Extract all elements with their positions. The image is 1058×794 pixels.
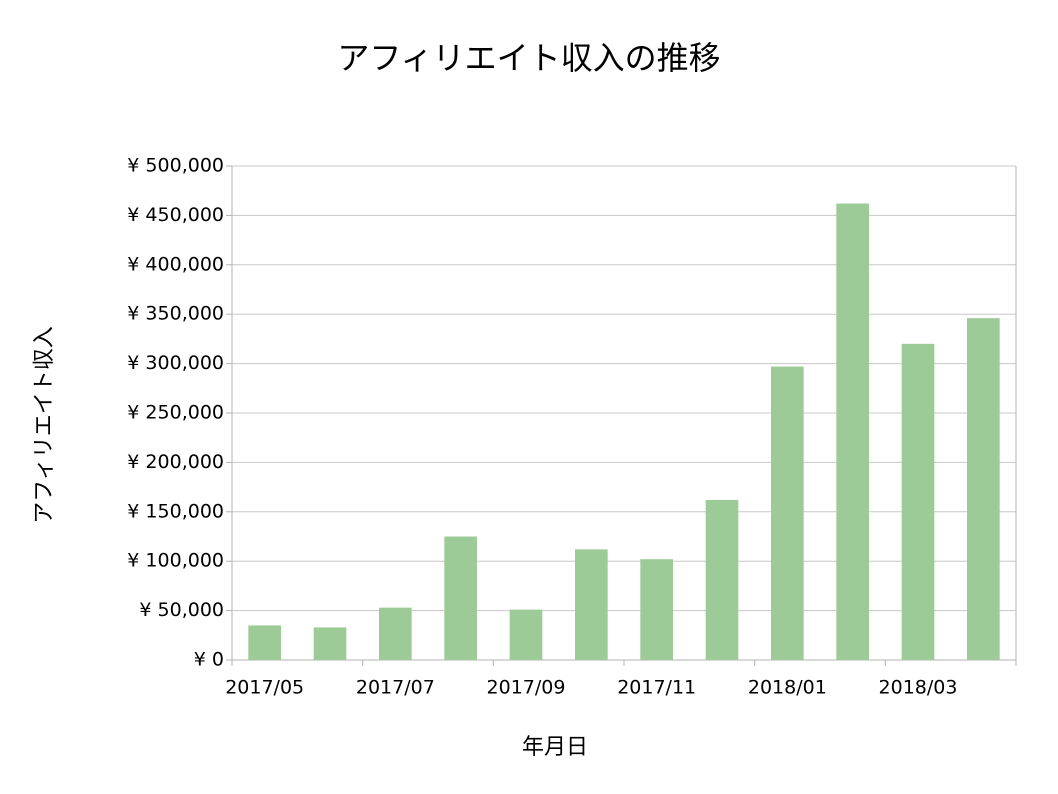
y-tick-label: ¥ 150,000 <box>127 500 224 522</box>
x-tick-label: 2017/09 <box>487 677 566 699</box>
y-tick-label: ¥ 450,000 <box>127 204 224 226</box>
chart-title: アフィリエイト収入の推移 <box>337 39 720 77</box>
bar <box>444 536 477 660</box>
y-tick-label: ¥ 200,000 <box>127 451 224 473</box>
x-tick-label: 2018/03 <box>879 677 958 699</box>
y-tick-label: ¥ 250,000 <box>127 402 224 424</box>
y-tick-label: ¥ 400,000 <box>127 253 224 275</box>
bar <box>640 559 673 660</box>
y-axis-title: アフィリエイト収入 <box>32 326 57 524</box>
y-tick-label: ¥ 50,000 <box>139 599 224 621</box>
bar <box>967 318 1000 660</box>
x-axis-title: 年月日 <box>522 735 588 760</box>
y-tick-label: ¥ 100,000 <box>127 550 224 572</box>
bar <box>313 627 347 660</box>
y-tick-label: ¥ 0 <box>194 649 224 671</box>
y-tick-label: ¥ 350,000 <box>127 303 224 325</box>
x-tick-label: 2018/01 <box>748 677 827 699</box>
bar <box>379 607 412 660</box>
x-tick-label: 2017/05 <box>225 677 304 699</box>
y-tick-label: ¥ 300,000 <box>127 352 224 374</box>
bar <box>901 343 935 660</box>
x-tick-label: 2017/07 <box>356 677 435 699</box>
bar <box>509 609 543 660</box>
bar <box>248 625 281 660</box>
x-tick-label: 2017/11 <box>617 677 696 699</box>
bar <box>771 366 804 660</box>
bar <box>575 549 608 660</box>
bar <box>836 203 869 660</box>
y-tick-label: ¥ 500,000 <box>127 155 224 177</box>
bar <box>705 499 739 660</box>
